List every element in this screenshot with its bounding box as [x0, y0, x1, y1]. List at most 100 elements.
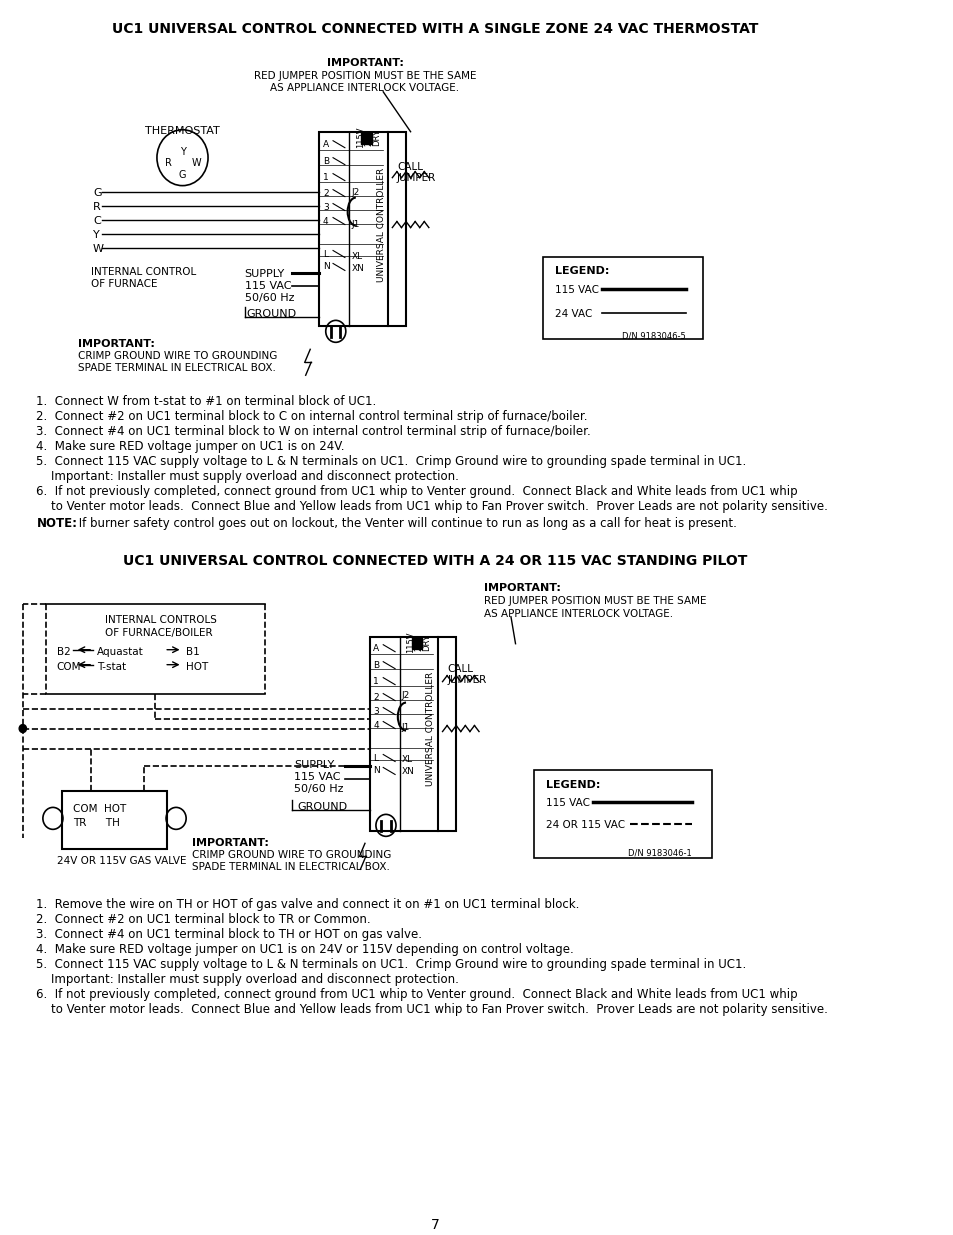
- Text: HOT: HOT: [186, 662, 208, 672]
- Text: 4: 4: [373, 720, 378, 730]
- Text: UNIVERSAL CONTROLLER: UNIVERSAL CONTROLLER: [426, 672, 435, 785]
- Text: SPADE TERMINAL IN ELECTRICAL BOX.: SPADE TERMINAL IN ELECTRICAL BOX.: [77, 363, 275, 373]
- Text: COM: COM: [56, 662, 81, 672]
- Text: OF FURNACE/BOILER: OF FURNACE/BOILER: [105, 627, 213, 637]
- Bar: [319, 132, 406, 326]
- Text: W: W: [192, 158, 201, 168]
- Text: XL: XL: [351, 252, 362, 261]
- Text: 24 OR 115 VAC: 24 OR 115 VAC: [545, 820, 624, 830]
- Text: to Venter motor leads.  Connect Blue and Yellow leads from UC1 whip to Fan Prove: to Venter motor leads. Connect Blue and …: [36, 1003, 827, 1016]
- Text: UNIVERSAL CONTROLLER: UNIVERSAL CONTROLLER: [376, 168, 386, 282]
- Bar: [62, 792, 167, 850]
- Text: DRY: DRY: [372, 130, 381, 146]
- Text: RED JUMPER POSITION MUST BE THE SAME: RED JUMPER POSITION MUST BE THE SAME: [483, 595, 705, 606]
- Text: CALL: CALL: [396, 162, 422, 172]
- Text: 115V: 115V: [355, 127, 365, 148]
- Text: B: B: [373, 661, 379, 669]
- Text: RED JUMPER POSITION MUST BE THE SAME: RED JUMPER POSITION MUST BE THE SAME: [253, 70, 476, 80]
- Text: 4.  Make sure RED voltage jumper on UC1 is on 24V or 115V depending on control v: 4. Make sure RED voltage jumper on UC1 i…: [36, 944, 574, 956]
- Text: 4: 4: [323, 216, 328, 226]
- Text: SPADE TERMINAL IN ELECTRICAL BOX.: SPADE TERMINAL IN ELECTRICAL BOX.: [192, 862, 389, 872]
- Text: AS APPLIANCE INTERLOCK VOLTAGE.: AS APPLIANCE INTERLOCK VOLTAGE.: [270, 83, 459, 93]
- Bar: [534, 771, 711, 858]
- Text: 5.  Connect 115 VAC supply voltage to L & N terminals on UC1.  Crimp Ground wire: 5. Connect 115 VAC supply voltage to L &…: [36, 454, 746, 468]
- Text: XN: XN: [351, 264, 364, 273]
- Text: INTERNAL CONTROLS: INTERNAL CONTROLS: [105, 615, 216, 625]
- Text: SUPPLY: SUPPLY: [244, 269, 285, 279]
- Text: 3: 3: [373, 706, 378, 715]
- Bar: [411, 637, 422, 648]
- Text: 4.  Make sure RED voltage jumper on UC1 is on 24V.: 4. Make sure RED voltage jumper on UC1 i…: [36, 440, 345, 453]
- Text: IMPORTANT:: IMPORTANT:: [192, 839, 268, 848]
- Text: LEGEND:: LEGEND:: [555, 267, 609, 277]
- Text: R: R: [93, 201, 101, 211]
- Text: 1: 1: [323, 173, 329, 182]
- Text: XL: XL: [401, 755, 412, 763]
- Text: A: A: [373, 643, 379, 653]
- Text: 50/60 Hz: 50/60 Hz: [294, 784, 343, 794]
- Text: 5.  Connect 115 VAC supply voltage to L & N terminals on UC1.  Crimp Ground wire: 5. Connect 115 VAC supply voltage to L &…: [36, 958, 746, 971]
- Text: Aquastat: Aquastat: [96, 647, 143, 657]
- Text: THERMOSTAT: THERMOSTAT: [145, 126, 219, 136]
- Text: 1.  Connect W from t-stat to #1 on terminal block of UC1.: 1. Connect W from t-stat to #1 on termin…: [36, 395, 376, 409]
- Text: 3.  Connect #4 on UC1 terminal block to W on internal control terminal strip of : 3. Connect #4 on UC1 terminal block to W…: [36, 425, 591, 438]
- Text: OF FURNACE: OF FURNACE: [91, 279, 157, 289]
- Text: CRIMP GROUND WIRE TO GROUNDING: CRIMP GROUND WIRE TO GROUNDING: [77, 351, 276, 362]
- Text: N: N: [373, 767, 379, 776]
- Text: XN: XN: [401, 767, 414, 777]
- Text: 6.  If not previously completed, connect ground from UC1 whip to Venter ground. : 6. If not previously completed, connect …: [36, 988, 798, 1002]
- Text: If burner safety control goes out on lockout, the Venter will continue to run as: If burner safety control goes out on loc…: [74, 517, 736, 530]
- Text: R: R: [165, 158, 172, 168]
- Text: G: G: [93, 188, 102, 198]
- Text: C: C: [93, 216, 101, 226]
- Text: 24V: 24V: [364, 130, 373, 146]
- Text: D/N 9183046-1: D/N 9183046-1: [627, 848, 691, 857]
- Bar: [369, 637, 456, 831]
- Text: L: L: [323, 249, 328, 258]
- Text: UC1 UNIVERSAL CONTROL CONNECTED WITH A 24 OR 115 VAC STANDING PILOT: UC1 UNIVERSAL CONTROL CONNECTED WITH A 2…: [123, 555, 746, 568]
- Text: 115 VAC: 115 VAC: [545, 798, 589, 809]
- Text: IMPORTANT:: IMPORTANT:: [77, 340, 154, 350]
- Text: 24 VAC: 24 VAC: [555, 310, 592, 320]
- Text: CRIMP GROUND WIRE TO GROUNDING: CRIMP GROUND WIRE TO GROUNDING: [192, 851, 391, 861]
- Text: 50/60 Hz: 50/60 Hz: [244, 294, 294, 304]
- Bar: [542, 257, 701, 340]
- Text: GROUND: GROUND: [297, 803, 347, 813]
- Text: IMPORTANT:: IMPORTANT:: [483, 583, 559, 593]
- Text: 115 VAC: 115 VAC: [244, 282, 291, 291]
- Text: 2.  Connect #2 on UC1 terminal block to C on internal control terminal strip of : 2. Connect #2 on UC1 terminal block to C…: [36, 410, 587, 424]
- Text: 2: 2: [323, 189, 328, 198]
- Text: N: N: [323, 263, 330, 272]
- Text: JUMPER: JUMPER: [396, 173, 436, 183]
- Text: CALL: CALL: [447, 663, 473, 673]
- Text: L: L: [373, 753, 377, 762]
- Text: A: A: [323, 140, 329, 148]
- Text: 3.  Connect #4 on UC1 terminal block to TH or HOT on gas valve.: 3. Connect #4 on UC1 terminal block to T…: [36, 929, 422, 941]
- Text: LEGEND:: LEGEND:: [545, 781, 599, 790]
- Text: DRY: DRY: [422, 635, 431, 651]
- Text: 1: 1: [373, 677, 378, 685]
- Text: JUMPER: JUMPER: [447, 674, 486, 684]
- Text: 3: 3: [323, 203, 329, 211]
- Text: 115 VAC: 115 VAC: [294, 772, 340, 783]
- Text: Important: Installer must supply overload and disconnect protection.: Important: Installer must supply overloa…: [36, 471, 459, 483]
- Text: J2: J2: [401, 690, 409, 699]
- Text: TR      TH: TR TH: [73, 819, 120, 829]
- Text: 2: 2: [373, 693, 378, 701]
- Text: J1: J1: [351, 220, 359, 228]
- Text: 115V: 115V: [406, 632, 415, 653]
- Text: 6.  If not previously completed, connect ground from UC1 whip to Venter ground. : 6. If not previously completed, connect …: [36, 485, 798, 498]
- Text: IMPORTANT:: IMPORTANT:: [326, 58, 403, 68]
- Text: NOTE:: NOTE:: [36, 517, 77, 530]
- Text: B2: B2: [56, 647, 71, 657]
- Text: 2.  Connect #2 on UC1 terminal block to TR or Common.: 2. Connect #2 on UC1 terminal block to T…: [36, 913, 371, 926]
- Text: 24V OR 115V GAS VALVE: 24V OR 115V GAS VALVE: [56, 856, 186, 866]
- Circle shape: [19, 725, 27, 732]
- Text: J2: J2: [351, 188, 359, 196]
- Text: to Venter motor leads.  Connect Blue and Yellow leads from UC1 whip to Fan Prove: to Venter motor leads. Connect Blue and …: [36, 500, 827, 513]
- Text: W: W: [93, 243, 104, 253]
- Text: GROUND: GROUND: [246, 310, 296, 320]
- Text: Y: Y: [179, 147, 185, 157]
- Bar: [361, 132, 372, 143]
- Text: AS APPLIANCE INTERLOCK VOLTAGE.: AS APPLIANCE INTERLOCK VOLTAGE.: [483, 609, 672, 619]
